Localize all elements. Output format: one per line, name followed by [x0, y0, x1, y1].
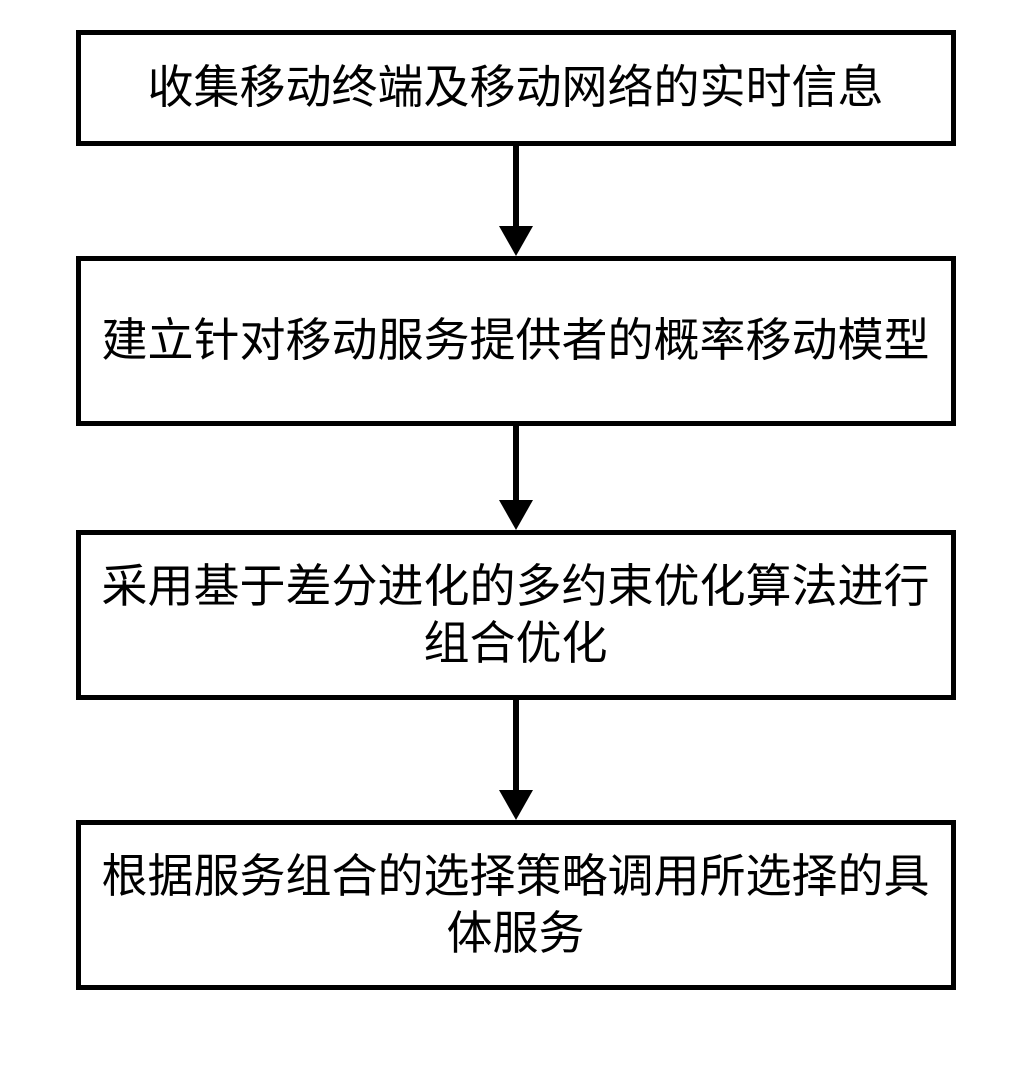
- flow-node-4-text: 根据服务组合的选择策略调用所选择的具体服务: [101, 848, 931, 963]
- flow-node-3: 采用基于差分进化的多约束优化算法进行组合优化: [76, 530, 956, 700]
- flow-node-3-text: 采用基于差分进化的多约束优化算法进行组合优化: [101, 558, 931, 673]
- flow-node-1: 收集移动终端及移动网络的实时信息: [76, 30, 956, 146]
- arrow-shaft: [513, 700, 519, 790]
- flow-arrow-1: [499, 146, 533, 256]
- arrow-shaft: [513, 426, 519, 500]
- arrow-head-icon: [499, 226, 533, 256]
- arrow-head-icon: [499, 790, 533, 820]
- flow-arrow-2: [499, 426, 533, 530]
- flow-node-4: 根据服务组合的选择策略调用所选择的具体服务: [76, 820, 956, 990]
- flow-node-1-text: 收集移动终端及移动网络的实时信息: [148, 59, 884, 117]
- arrow-shaft: [513, 146, 519, 226]
- flow-node-2: 建立针对移动服务提供者的概率移动模型: [76, 256, 956, 426]
- arrow-head-icon: [499, 500, 533, 530]
- flow-node-2-text: 建立针对移动服务提供者的概率移动模型: [102, 312, 930, 370]
- flow-arrow-3: [499, 700, 533, 820]
- flowchart-container: 收集移动终端及移动网络的实时信息 建立针对移动服务提供者的概率移动模型 采用基于…: [76, 30, 956, 990]
